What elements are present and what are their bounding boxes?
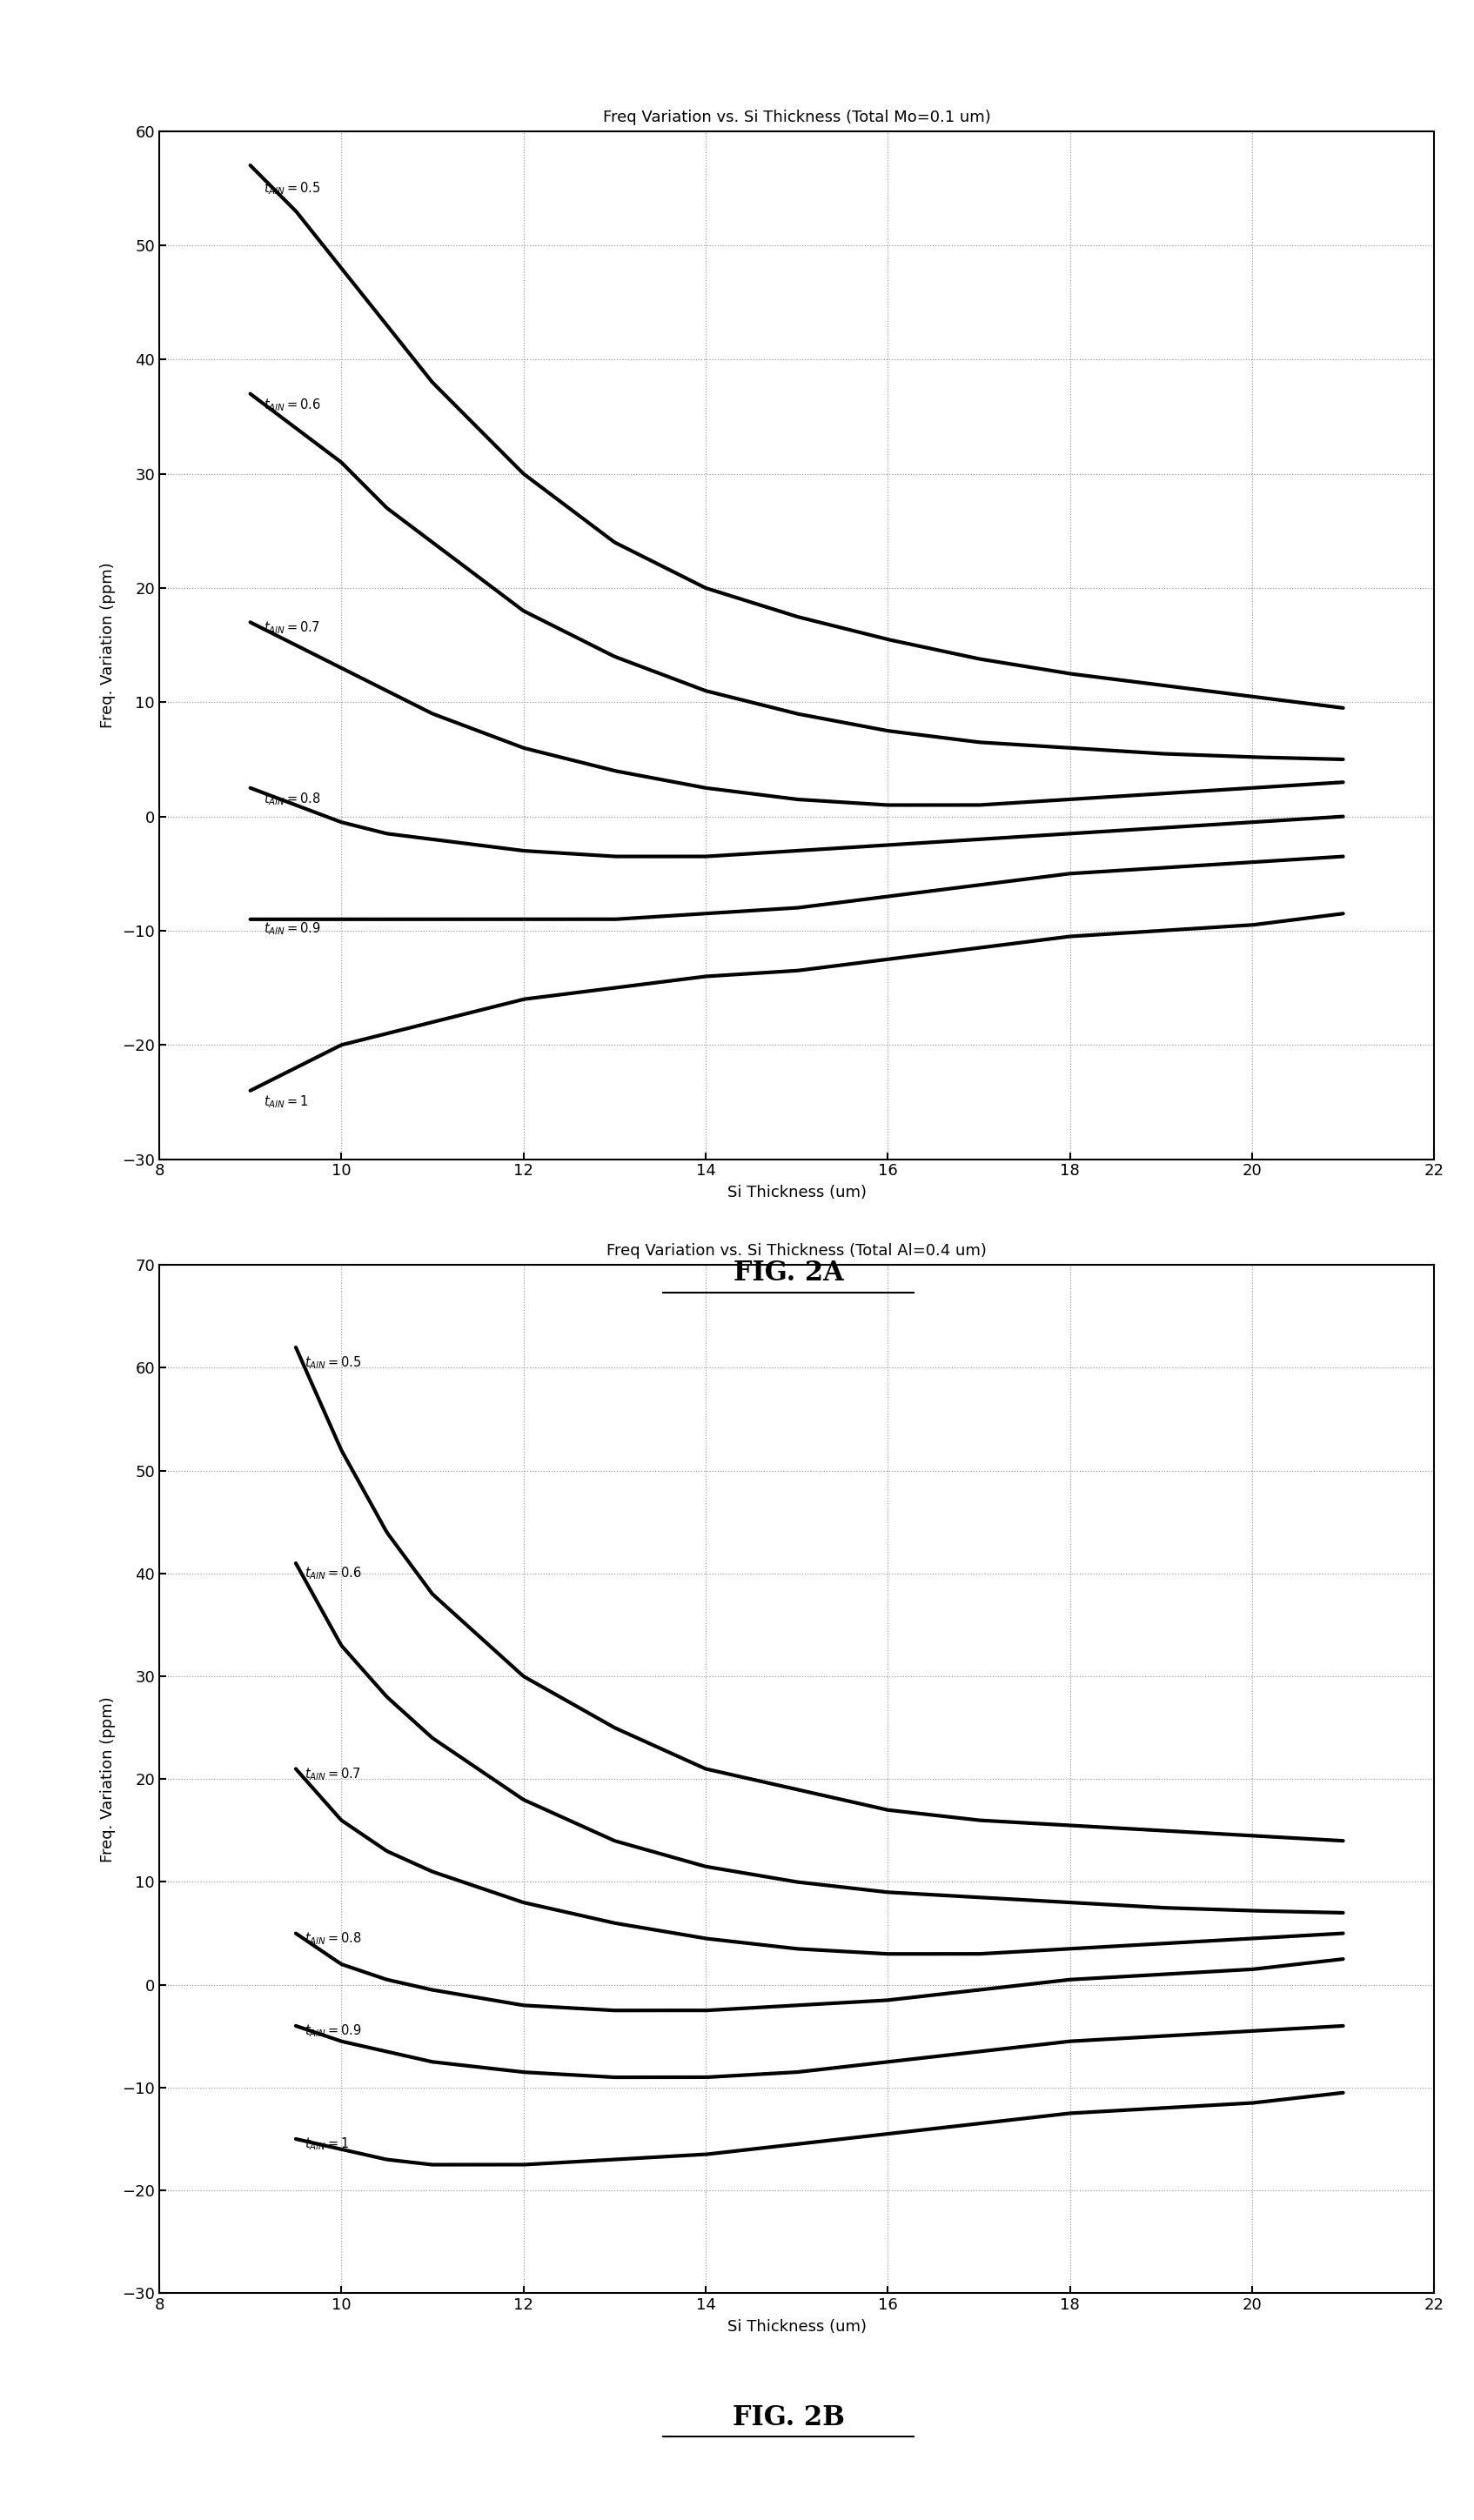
Text: $t_{AlN}=1$: $t_{AlN}=1$ [305, 2137, 349, 2152]
Text: $t_{AlN}=0.7$: $t_{AlN}=0.7$ [264, 620, 320, 635]
X-axis label: Si Thickness (um): Si Thickness (um) [727, 2318, 867, 2336]
Text: FIG. 2A: FIG. 2A [734, 1260, 843, 1288]
Text: $t_{AlN}=0.8$: $t_{AlN}=0.8$ [305, 1930, 363, 1945]
Text: $t_{AlN}=0.9$: $t_{AlN}=0.9$ [305, 2024, 363, 2039]
Y-axis label: Freq. Variation (ppm): Freq. Variation (ppm) [100, 1696, 116, 1862]
Text: $t_{AlN}=0.5$: $t_{AlN}=0.5$ [264, 179, 321, 197]
Text: $t_{AlN}=0.8$: $t_{AlN}=0.8$ [264, 791, 321, 806]
Y-axis label: Freq. Variation (ppm): Freq. Variation (ppm) [100, 562, 116, 728]
Title: Freq Variation vs. Si Thickness (Total Mo=0.1 um): Freq Variation vs. Si Thickness (Total M… [603, 108, 991, 126]
Text: $t_{AlN}=1$: $t_{AlN}=1$ [264, 1094, 308, 1111]
Text: $t_{AlN}=0.9$: $t_{AlN}=0.9$ [264, 920, 321, 937]
Text: $t_{AlN}=0.6$: $t_{AlN}=0.6$ [264, 398, 321, 413]
Text: $t_{AlN}=0.5$: $t_{AlN}=0.5$ [305, 1356, 363, 1371]
Text: $t_{AlN}=0.7$: $t_{AlN}=0.7$ [305, 1767, 361, 1782]
Text: FIG. 2B: FIG. 2B [733, 2404, 845, 2432]
Text: $t_{AlN}=0.6$: $t_{AlN}=0.6$ [305, 1565, 363, 1583]
Title: Freq Variation vs. Si Thickness (Total Al=0.4 um): Freq Variation vs. Si Thickness (Total A… [607, 1242, 986, 1260]
X-axis label: Si Thickness (um): Si Thickness (um) [727, 1184, 867, 1202]
